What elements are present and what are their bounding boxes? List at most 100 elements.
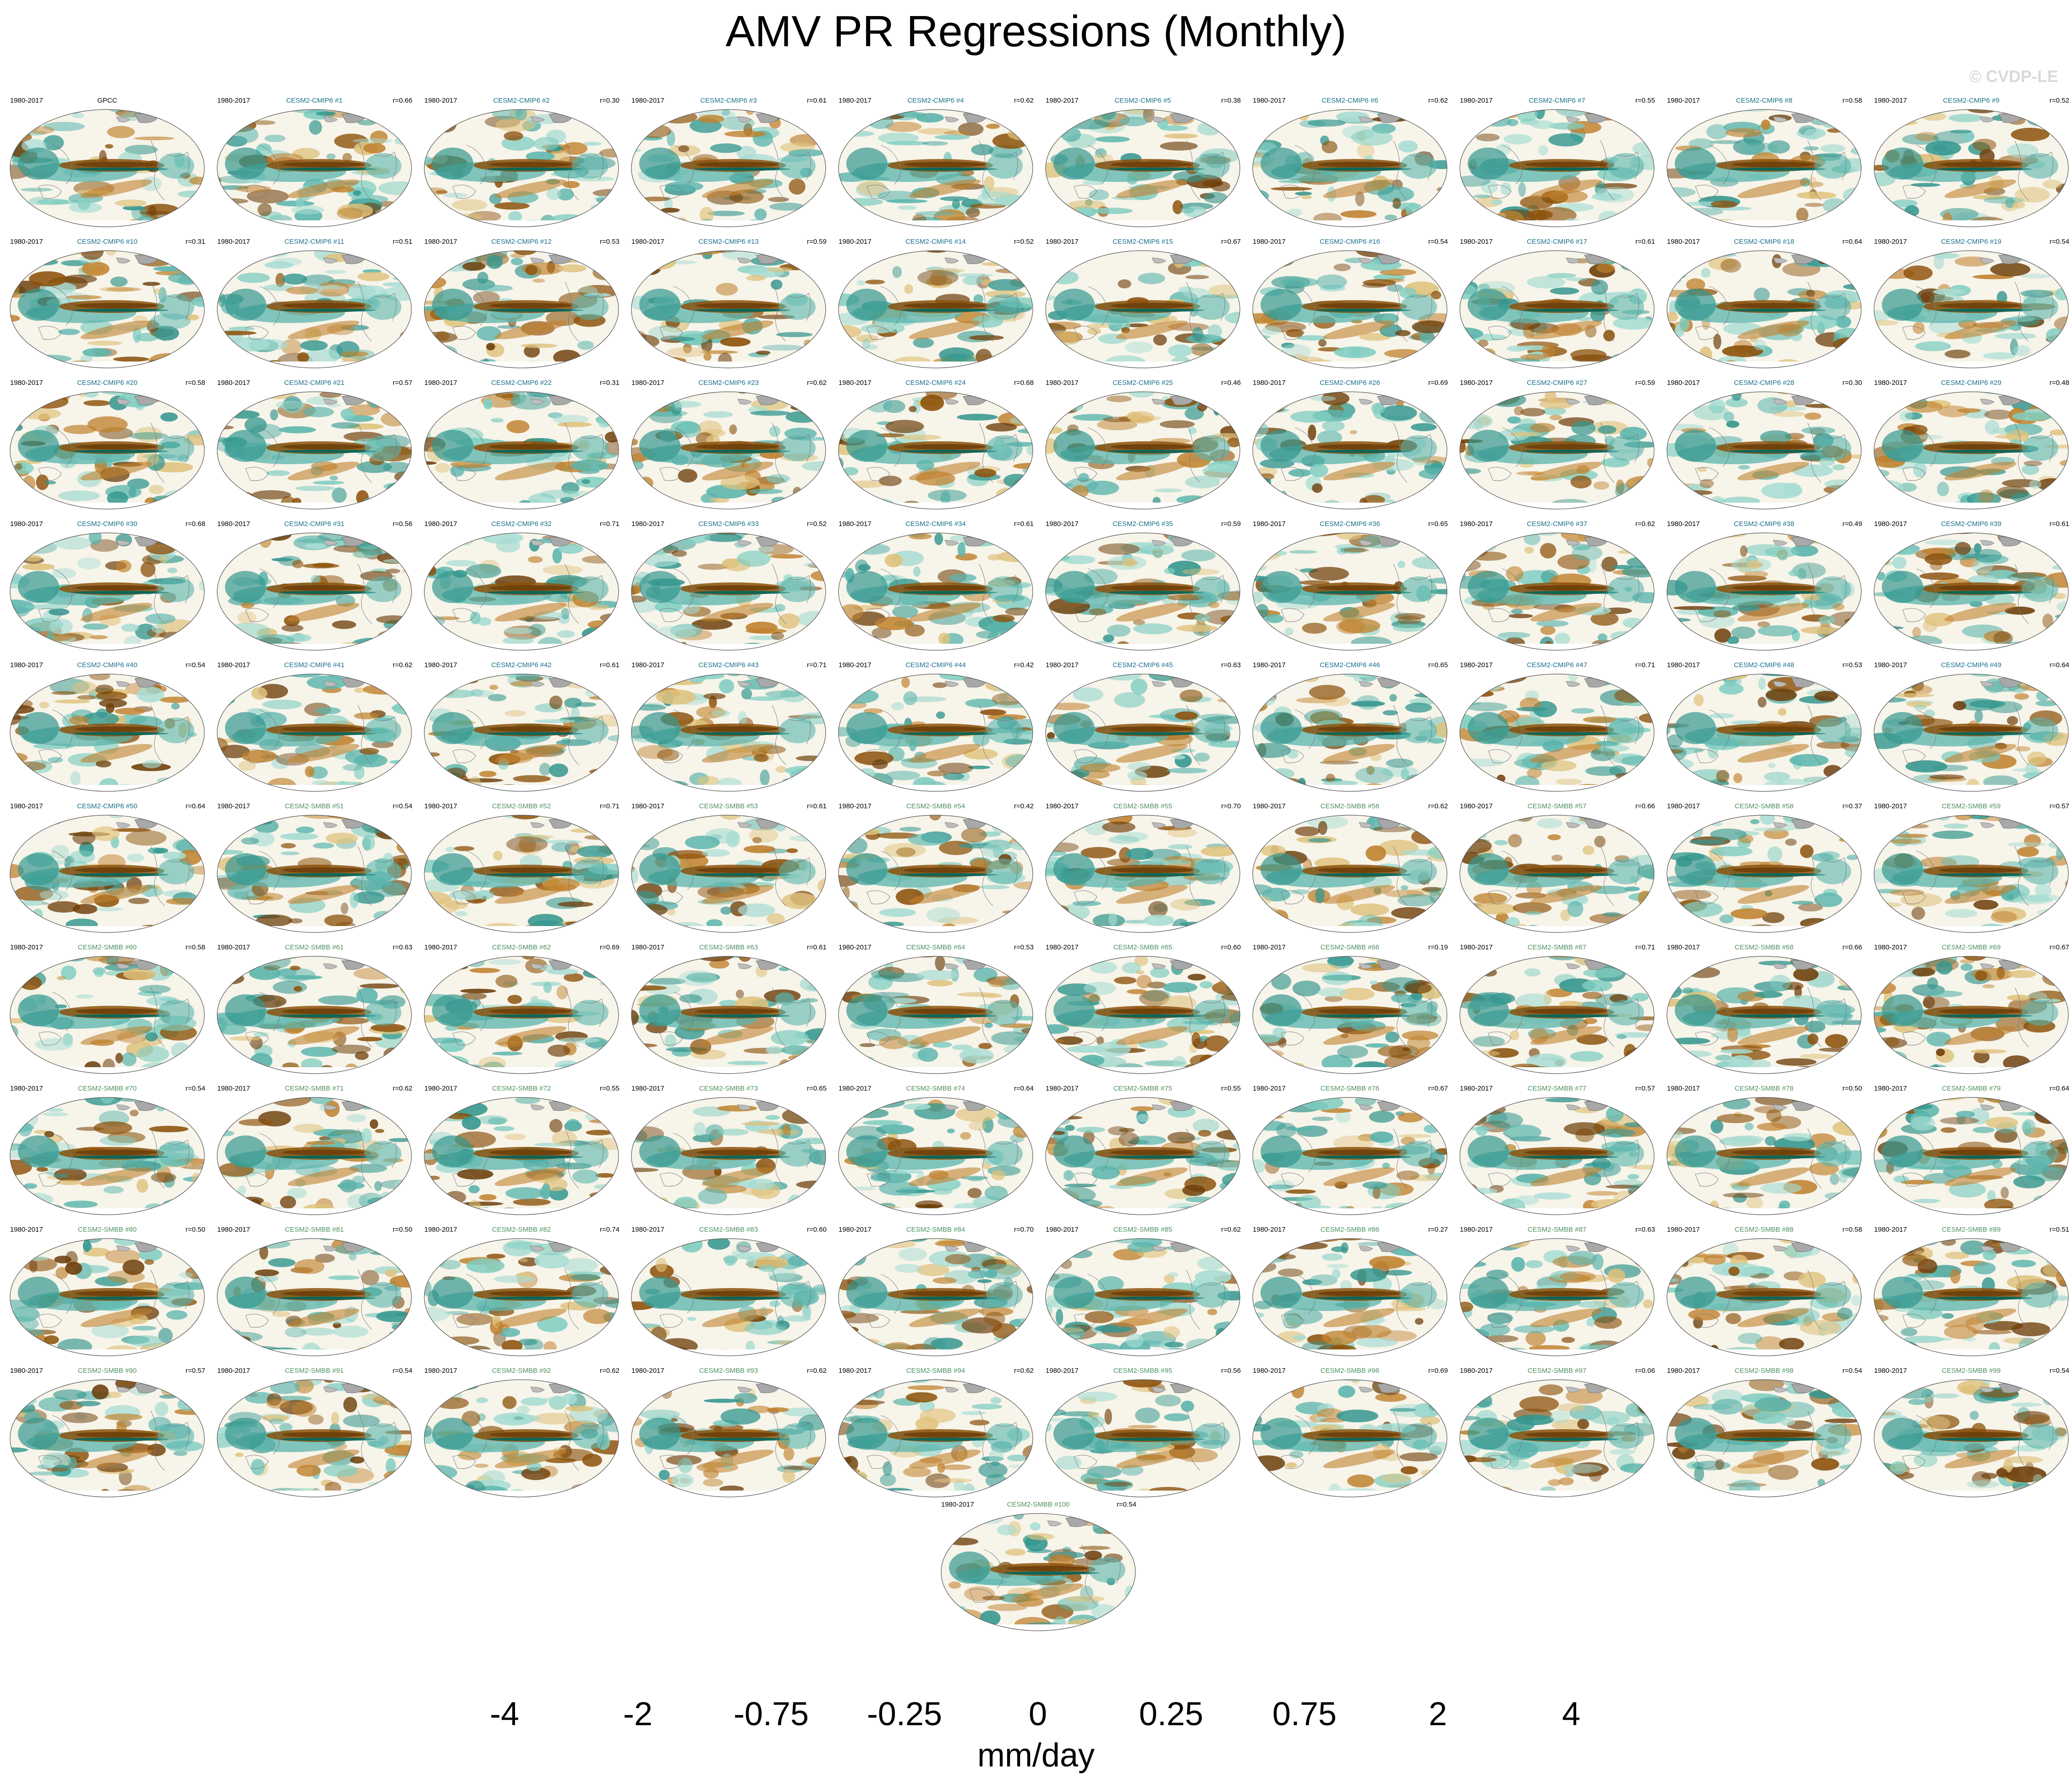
- panel-correlation: r=0.64: [2050, 1085, 2069, 1092]
- map-panel: 1980-2017 CESM2-CMIP6 #47 r=0.71: [1453, 660, 1661, 797]
- panel-title: CESM2-CMIP6 #15: [1113, 238, 1173, 246]
- global-map: [838, 815, 1033, 933]
- panel-title: CESM2-SMBB #89: [1941, 1226, 2001, 1234]
- panel-title: CESM2-CMIP6 #33: [698, 520, 759, 528]
- map-panel: 1980-2017 CESM2-CMIP6 #7 r=0.55: [1453, 95, 1661, 233]
- panel-period: 1980-2017: [631, 1367, 664, 1375]
- panel-title: CESM2-CMIP6 #1: [286, 97, 343, 104]
- panel-title: CESM2-SMBB #58: [1734, 802, 1794, 810]
- panel-correlation: r=0.42: [1014, 661, 1034, 669]
- panel-period: 1980-2017: [1874, 97, 1907, 104]
- panel-period: 1980-2017: [10, 1367, 43, 1375]
- panel-title: CESM2-CMIP6 #25: [1113, 379, 1173, 387]
- map-panel: 1980-2017 CESM2-CMIP6 #1 r=0.66: [211, 95, 418, 233]
- panel-title: CESM2-SMBB #73: [699, 1085, 758, 1092]
- panel-period: 1980-2017: [1460, 238, 1493, 246]
- panel-title: CESM2-SMBB #52: [492, 802, 551, 810]
- global-map: [10, 1097, 205, 1215]
- panel-title: CESM2-SMBB #80: [77, 1226, 137, 1234]
- panel-correlation: r=0.55: [600, 1085, 619, 1092]
- panel-correlation: r=0.57: [2050, 802, 2069, 810]
- panel-period: 1980-2017: [424, 379, 457, 387]
- panel-period: 1980-2017: [1460, 1367, 1493, 1375]
- panel-period: 1980-2017: [1667, 97, 1700, 104]
- map-panel: 1980-2017 CESM2-SMBB #98 r=0.54: [1661, 1365, 1868, 1503]
- panel-title: CESM2-CMIP6 #39: [1941, 520, 2001, 528]
- global-map: [1874, 1097, 2069, 1215]
- colorbar-tick-label: 0: [1028, 1696, 1047, 1733]
- panel-period: 1980-2017: [839, 520, 872, 528]
- panel-correlation: r=0.51: [2050, 1226, 2069, 1234]
- global-map: [1045, 250, 1240, 368]
- panel-title: CESM2-SMBB #84: [906, 1226, 965, 1234]
- panel-correlation: r=0.27: [1428, 1226, 1448, 1234]
- panel-correlation: r=0.71: [807, 661, 827, 669]
- panel-correlation: r=0.62: [393, 1085, 412, 1092]
- global-map: [1459, 815, 1655, 933]
- global-map: [1252, 250, 1447, 368]
- global-map: [10, 1379, 205, 1497]
- map-panel: 1980-2017 CESM2-SMBB #94 r=0.62: [832, 1365, 1039, 1503]
- panel-title: CESM2-CMIP6 #24: [905, 379, 966, 387]
- panel-correlation: r=0.52: [807, 520, 827, 528]
- global-map: [1874, 674, 2069, 792]
- global-map: [838, 1238, 1033, 1356]
- panel-period: 1980-2017: [217, 802, 250, 810]
- panel-period: 1980-2017: [217, 661, 250, 669]
- panel-title: CESM2-SMBB #61: [285, 943, 344, 951]
- map-panel: 1980-2017 CESM2-SMBB #78 r=0.50: [1661, 1083, 1868, 1221]
- global-map: [1459, 1097, 1655, 1215]
- map-panel: 1980-2017 CESM2-CMIP6 #11 r=0.51: [211, 236, 418, 374]
- panel-correlation: r=0.30: [1842, 379, 1862, 387]
- panel-title: CESM2-SMBB #92: [492, 1367, 551, 1375]
- panel-title: CESM2-CMIP6 #29: [1941, 379, 2001, 387]
- map-panel: 1980-2017 CESM2-CMIP6 #35 r=0.59: [1039, 519, 1246, 656]
- panel-correlation: r=0.30: [600, 97, 619, 104]
- panel-correlation: r=0.54: [2050, 238, 2069, 246]
- map-panel: 1980-2017 CESM2-SMBB #64 r=0.53: [832, 942, 1039, 1080]
- panel-period: 1980-2017: [1253, 238, 1286, 246]
- global-map: [1252, 1379, 1447, 1497]
- panel-period: 1980-2017: [1046, 943, 1079, 951]
- panel-title: CESM2-SMBB #81: [285, 1226, 344, 1234]
- panel-title: CESM2-SMBB #60: [77, 943, 137, 951]
- global-map: [10, 1238, 205, 1356]
- panel-title: CESM2-CMIP6 #40: [77, 661, 137, 669]
- panel-period: 1980-2017: [631, 238, 664, 246]
- panel-period: 1980-2017: [1667, 238, 1700, 246]
- global-map: [631, 109, 826, 227]
- panel-period: 1980-2017: [424, 1367, 457, 1375]
- global-map: [1874, 250, 2069, 368]
- map-panel: 1980-2017 CESM2-SMBB #95 r=0.56: [1039, 1365, 1246, 1503]
- global-map: [1666, 532, 1862, 651]
- global-map: [631, 250, 826, 368]
- colorbar-tick-label: 2: [1428, 1696, 1447, 1733]
- panel-period: 1980-2017: [1046, 379, 1079, 387]
- panel-correlation: r=0.53: [1842, 661, 1862, 669]
- global-map: [1252, 1238, 1447, 1356]
- panel-correlation: r=0.64: [2050, 661, 2069, 669]
- panel-period: 1980-2017: [1046, 1085, 1079, 1092]
- map-panel: 1980-2017 CESM2-SMBB #93 r=0.62: [625, 1365, 832, 1503]
- panel-title: CESM2-CMIP6 #48: [1734, 661, 1794, 669]
- panel-title: CESM2-SMBB #74: [906, 1085, 965, 1092]
- panel-period: 1980-2017: [10, 1226, 43, 1234]
- panel-period: 1980-2017: [1253, 520, 1286, 528]
- panel-period: 1980-2017: [839, 802, 872, 810]
- panel-period: 1980-2017: [424, 943, 457, 951]
- map-panel: 1980-2017 CESM2-SMBB #99 r=0.54: [1868, 1365, 2072, 1503]
- panel-correlation: r=0.65: [1428, 520, 1448, 528]
- global-map: [1459, 250, 1655, 368]
- map-panel: 1980-2017 CESM2-SMBB #58 r=0.37: [1661, 801, 1868, 938]
- panel-title: CESM2-CMIP6 #45: [1113, 661, 1173, 669]
- panel-period: 1980-2017: [10, 379, 43, 387]
- panel-correlation: r=0.71: [600, 520, 619, 528]
- global-map: [1252, 674, 1447, 792]
- panel-title: CESM2-SMBB #59: [1941, 802, 2001, 810]
- map-panel: 1980-2017 CESM2-SMBB #91 r=0.54: [211, 1365, 418, 1503]
- panel-correlation: r=0.38: [1221, 97, 1241, 104]
- panel-title: CESM2-CMIP6 #8: [1736, 97, 1792, 104]
- map-panel: 1980-2017 CESM2-SMBB #60 r=0.58: [4, 942, 211, 1080]
- global-map: [1045, 1097, 1240, 1215]
